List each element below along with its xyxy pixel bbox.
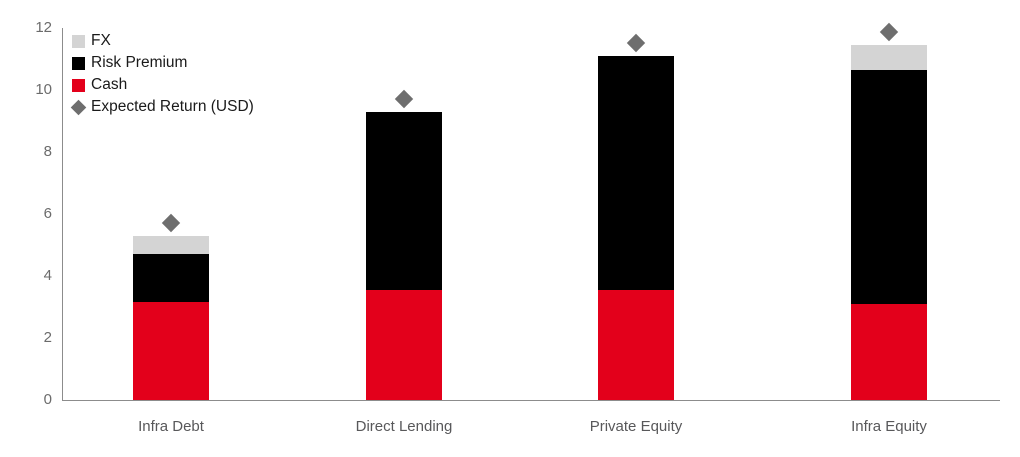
- bar-group[interactable]: [366, 28, 442, 400]
- bar-segment-cash[interactable]: [851, 303, 927, 400]
- bar-segment-fx[interactable]: [851, 45, 927, 70]
- legend-item-label: Cash: [91, 76, 128, 94]
- expected-return-marker[interactable]: [161, 213, 181, 232]
- legend-item-label: Risk Premium: [91, 54, 188, 72]
- expected-return-marker[interactable]: [879, 22, 899, 42]
- plot-area: [62, 22, 1000, 400]
- square-swatch-icon: [72, 78, 85, 92]
- bar-segment-risk-premium[interactable]: [366, 111, 442, 290]
- x-tick-label-direct-lending: Direct Lending: [355, 418, 453, 435]
- legend-item-label: FX: [91, 32, 111, 50]
- legend-item[interactable]: Cash: [72, 74, 254, 96]
- legend-item[interactable]: Expected Return (USD): [70, 96, 254, 118]
- y-tick-label-2: 2: [43, 329, 52, 346]
- y-tick-label-6: 6: [43, 205, 52, 222]
- y-axis-line: [62, 28, 63, 401]
- y-tick-label-12: 12: [35, 19, 52, 36]
- y-tick-label-4: 4: [43, 267, 52, 284]
- bar-group[interactable]: [851, 22, 927, 400]
- legend-item[interactable]: FX: [72, 30, 254, 52]
- x-axis-line: [62, 400, 1000, 401]
- bar-segment-fx[interactable]: [133, 235, 209, 255]
- expected-return-marker[interactable]: [394, 89, 414, 108]
- bar-segment-risk-premium[interactable]: [133, 254, 209, 303]
- bar-segment-risk-premium[interactable]: [598, 55, 674, 290]
- bar-segment-cash[interactable]: [366, 289, 442, 400]
- legend-item-label: Expected Return (USD): [91, 98, 254, 116]
- legend-item[interactable]: Risk Premium: [72, 52, 254, 74]
- bar-segment-cash[interactable]: [133, 302, 209, 400]
- y-tick-label-10: 10: [35, 81, 52, 98]
- y-tick-label-8: 8: [43, 143, 52, 160]
- y-tick-label-0: 0: [43, 391, 52, 408]
- square-swatch-icon: [72, 56, 85, 70]
- x-tick-label-infra-debt: Infra Debt: [138, 418, 204, 435]
- bar-segment-cash[interactable]: [598, 289, 674, 400]
- diamond-marker-icon: [70, 99, 87, 115]
- chart-legend: FX Risk Premium Cash Expected Return (USD): [70, 30, 254, 118]
- x-tick-label-infra-equity: Infra Equity: [851, 418, 927, 435]
- bar-group[interactable]: [598, 28, 674, 400]
- bar-group[interactable]: [133, 28, 209, 400]
- bar-segment-risk-premium[interactable]: [851, 69, 927, 304]
- expected-return-marker[interactable]: [626, 33, 646, 53]
- x-tick-label-private-equity: Private Equity: [589, 418, 683, 435]
- square-swatch-icon: [72, 34, 85, 48]
